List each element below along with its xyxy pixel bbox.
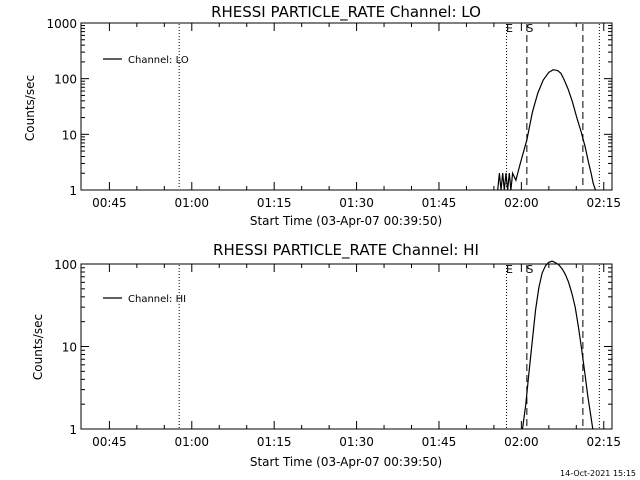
panel-hi-data-point xyxy=(545,265,546,267)
panel-hi-data-point xyxy=(522,428,523,430)
panel-hi-data-point xyxy=(584,374,586,376)
panel-hi-data-point xyxy=(538,287,540,288)
panel-lo-plot-area: 00:45 01:00 01:15 01:30 01:45 02:00 02:15 1 10 10… xyxy=(46,17,621,210)
panel-hi-legend-label: Channel: HI xyxy=(128,294,186,305)
panel-lo-data-point xyxy=(503,189,505,191)
panel-hi-xtick-label: 02:15 xyxy=(586,435,621,449)
panel-lo-xtick-label: 02:00 xyxy=(504,196,539,210)
panel-lo-data-point xyxy=(590,172,592,174)
panel-hi-xtick-label: 02:00 xyxy=(504,435,539,449)
panel-hi-ytick-label: 100 xyxy=(54,258,77,272)
panel-hi-data-point xyxy=(574,306,576,308)
panel-hi-data-point xyxy=(525,403,527,405)
panel-lo-ylabel: Counts/sec xyxy=(23,75,37,141)
panel-lo-ytick-label: 10 xyxy=(62,128,77,142)
panel-hi-data-point xyxy=(571,293,573,294)
panel-lo-xtick-label: 01:00 xyxy=(174,196,209,210)
panel-lo-data-point xyxy=(515,179,517,181)
panel-hi-plot-area: 00:45 01:00 01:15 01:30 01:45 02:00 02:15 1 10 10… xyxy=(54,258,621,449)
panel-hi-data-point xyxy=(564,273,566,275)
panel-lo-marker-label: E xyxy=(506,22,513,35)
panel-lo-data-point xyxy=(505,172,507,174)
panel-lo-data-point xyxy=(526,139,528,141)
panel-lo-ytick-label: 1000 xyxy=(46,17,77,31)
panel-lo-data-point xyxy=(576,117,578,118)
panel-hi-ylabel: Counts/sec xyxy=(31,314,45,380)
panel-hi-data-point xyxy=(548,261,550,263)
panel-lo-data-point xyxy=(587,161,589,163)
panel-lo-title: RHESSI PARTICLE_RATE Channel: LO xyxy=(211,3,481,22)
panel-hi-data-point xyxy=(561,268,563,269)
panel-hi-frame xyxy=(80,263,613,430)
footer-timestamp: 14-Oct-2021 15:15 xyxy=(560,469,636,478)
panel-lo-data-point xyxy=(595,189,596,191)
panel-hi-data-point xyxy=(581,349,583,351)
panel-lo-data-point xyxy=(580,131,582,133)
panel-lo-data-point xyxy=(531,111,533,113)
panel-hi-xlabel: Start Time (03-Apr-07 00:39:50) xyxy=(250,455,442,469)
panel-hi-xtick-label: 01:15 xyxy=(257,435,292,449)
panel-lo-data-point xyxy=(498,172,500,174)
panel-hi-ytick-label: 10 xyxy=(62,341,77,355)
panel-hi-data-point xyxy=(558,264,560,266)
panel-lo-data-point xyxy=(552,69,554,71)
panel-hi-data-point xyxy=(528,370,530,372)
panel-lo-xtick-label: 01:45 xyxy=(422,196,457,210)
panel-lo-marker-label: S xyxy=(526,22,533,35)
panel-hi-data-point xyxy=(568,281,570,283)
panel-lo-xtick-label: 01:15 xyxy=(257,196,292,210)
panel-hi-ytick-label: 1 xyxy=(69,423,77,437)
panel-lo-frame xyxy=(80,22,613,191)
panel-hi-data-point xyxy=(592,428,594,430)
panel-hi-data-point xyxy=(555,262,556,263)
panel-hi-xtick-label: 00:45 xyxy=(92,435,127,449)
panel-lo-xtick-label: 02:15 xyxy=(586,196,621,210)
panel-lo-ytick-label: 100 xyxy=(54,73,77,87)
panel-hi-data-point xyxy=(590,414,591,415)
panel-lo-data-point xyxy=(512,172,513,174)
panel-hi-data-point xyxy=(551,260,553,262)
panel-hi-marker-label: S xyxy=(526,263,533,276)
panel-lo-data-point xyxy=(508,172,510,174)
panel-hi-data-point xyxy=(578,327,579,328)
panel-lo-data-point xyxy=(500,189,502,191)
panel-hi-marker-label: E xyxy=(506,263,513,276)
panel-hi-xtick-label: 01:00 xyxy=(174,435,209,449)
panel-lo-ytick-label: 1 xyxy=(69,184,77,198)
panel-lo-data-point xyxy=(510,189,512,191)
panel-lo-data-point xyxy=(497,189,499,191)
panel-lo-series-line xyxy=(497,69,597,191)
panel-lo-legend-label: Channel: LO xyxy=(128,55,189,66)
panel-hi-xtick-label: 01:45 xyxy=(422,435,457,449)
panel-lo-data-point xyxy=(542,79,544,81)
panel-lo-xtick-label: 01:30 xyxy=(339,196,374,210)
panel-lo-data-point xyxy=(507,189,509,191)
panel-hi-data-point xyxy=(541,272,543,274)
panel-lo-data-point xyxy=(563,79,565,81)
panel-lo-xlabel: Start Time (03-Apr-07 00:39:50) xyxy=(250,214,442,228)
panel-hi-data-point xyxy=(587,395,589,397)
panel-lo-data-point xyxy=(519,163,521,164)
panel-lo-data-point xyxy=(548,71,550,73)
panel-lo-data-point xyxy=(557,70,559,71)
panel-hi-data-point xyxy=(535,309,537,311)
panel-hi-series-line xyxy=(521,260,594,430)
panel-lo-data-point xyxy=(584,146,586,148)
panel-hi-data-point xyxy=(531,339,533,341)
panel-lo-data-point xyxy=(572,101,573,103)
panel-lo-data-point xyxy=(592,183,594,185)
panel-lo-data-point xyxy=(567,88,569,90)
panel-hi-title: RHESSI PARTICLE_RATE Channel: HI xyxy=(213,241,479,260)
panel-lo-data-point xyxy=(502,172,504,174)
panel-lo-data-point xyxy=(537,92,539,94)
panel-lo-xtick-label: 00:45 xyxy=(92,196,127,210)
panel-lo-data-point xyxy=(560,72,562,74)
panel-hi-xtick-label: 01:30 xyxy=(339,435,374,449)
